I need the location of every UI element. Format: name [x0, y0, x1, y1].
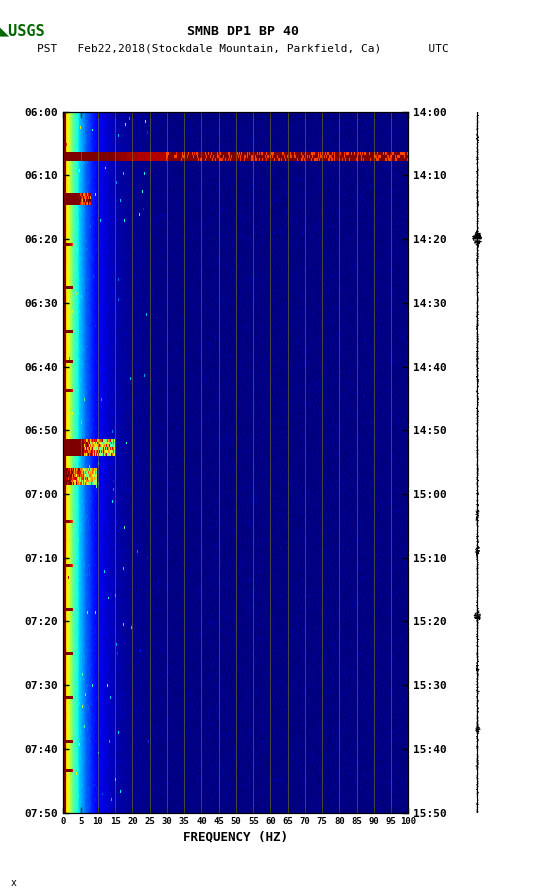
Text: SMNB DP1 BP 40: SMNB DP1 BP 40 [187, 25, 299, 38]
X-axis label: FREQUENCY (HZ): FREQUENCY (HZ) [183, 830, 289, 844]
Text: ◣USGS: ◣USGS [0, 24, 46, 38]
Text: x: x [11, 878, 17, 888]
Text: PST   Feb22,2018(Stockdale Mountain, Parkfield, Ca)       UTC: PST Feb22,2018(Stockdale Mountain, Parkf… [37, 43, 449, 54]
